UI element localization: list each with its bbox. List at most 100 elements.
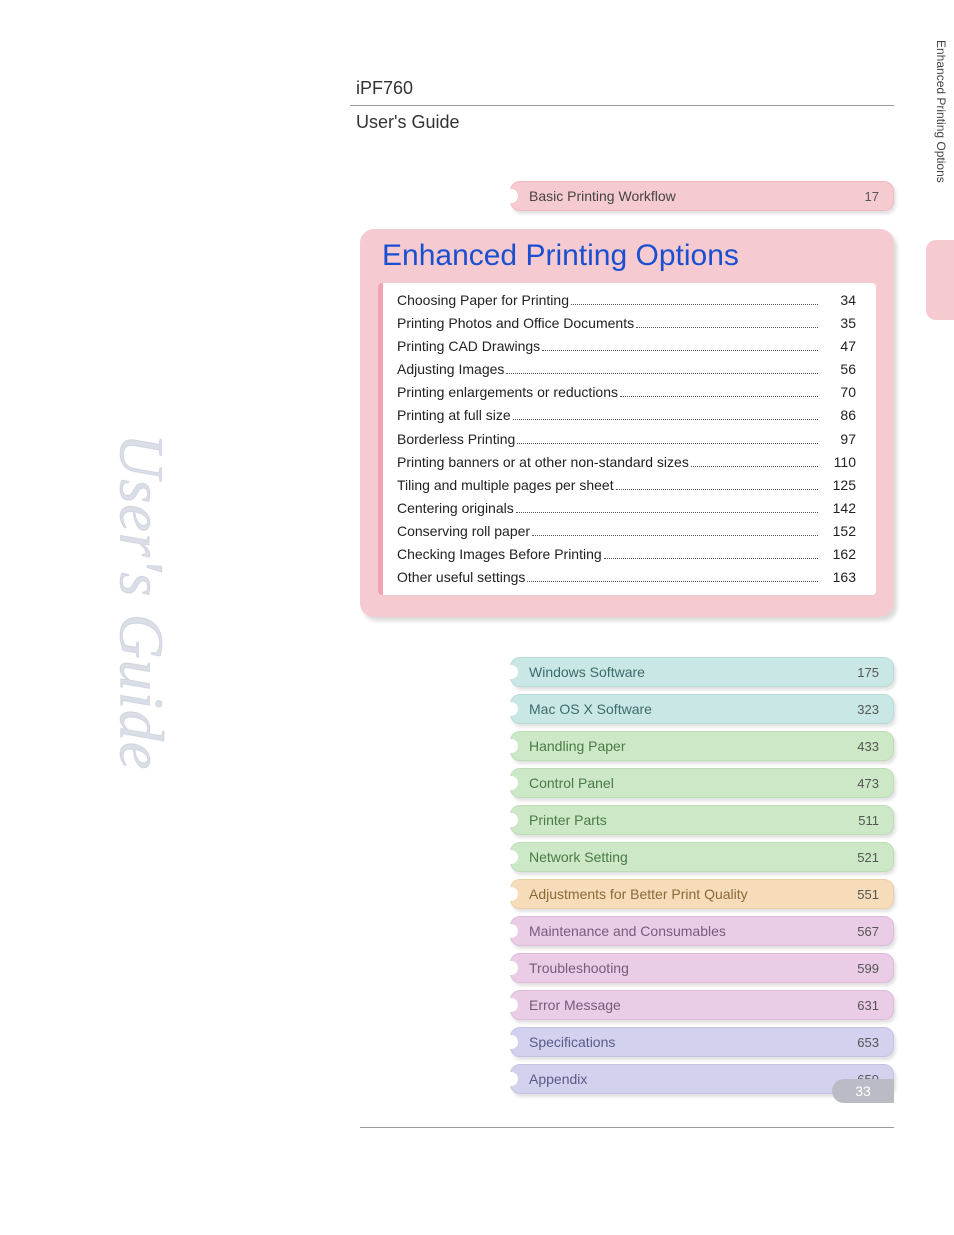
tab-page: 433 — [857, 739, 879, 754]
current-section-card: Enhanced Printing Options Choosing Paper… — [360, 229, 894, 617]
toc-entry[interactable]: Checking Images Before Printing 162 — [397, 543, 856, 566]
toc-leader-dots — [532, 535, 818, 536]
tab-notch — [510, 924, 518, 938]
section-tab-basic-printing[interactable]: Basic Printing Workflow 17 — [510, 181, 894, 211]
tab-page: 567 — [857, 924, 879, 939]
toc-leader-dots — [506, 373, 818, 374]
tab-page: 551 — [857, 887, 879, 902]
toc-entry-label: Printing enlargements or reductions — [397, 381, 618, 404]
tab-label: Printer Parts — [525, 812, 607, 828]
top-tab-container: Basic Printing Workflow 17 — [510, 181, 894, 211]
section-tab[interactable]: Handling Paper433 — [510, 731, 894, 761]
toc-entry[interactable]: Printing at full size 86 — [397, 404, 856, 427]
toc-entry[interactable]: Printing Photos and Office Documents 35 — [397, 312, 856, 335]
tab-notch — [510, 887, 518, 901]
toc-leader-dots — [571, 304, 818, 305]
toc-entry-page: 152 — [822, 520, 856, 543]
toc-entry-label: Printing Photos and Office Documents — [397, 312, 634, 335]
section-tab[interactable]: Troubleshooting 599 — [510, 953, 894, 983]
toc-entry[interactable]: Printing enlargements or reductions 70 — [397, 381, 856, 404]
toc-leader-dots — [604, 558, 818, 559]
lower-tabs-container: Windows Software 175 Mac OS X Software 323 H… — [510, 657, 894, 1094]
toc-entry[interactable]: Centering originals 142 — [397, 497, 856, 520]
tab-notch — [510, 1072, 518, 1086]
tab-label: Troubleshooting — [525, 960, 629, 976]
toc-entry-label: Printing CAD Drawings — [397, 335, 540, 358]
tab-page: 323 — [857, 702, 879, 717]
toc-entry[interactable]: Tiling and multiple pages per sheet 125 — [397, 474, 856, 497]
toc-entry[interactable]: Printing CAD Drawings 47 — [397, 335, 856, 358]
tab-notch — [510, 665, 518, 679]
toc-entry-page: 163 — [822, 566, 856, 589]
toc-entry-page: 70 — [822, 381, 856, 404]
tab-page: 521 — [857, 850, 879, 865]
tab-label: Maintenance and Consumables — [525, 923, 726, 939]
toc-leader-dots — [513, 419, 818, 420]
toc-entry[interactable]: Other useful settings 163 — [397, 566, 856, 589]
tab-notch — [510, 739, 518, 753]
toc-leader-dots — [516, 512, 818, 513]
tab-label: Adjustments for Better Print Quality — [525, 886, 748, 902]
toc-entry[interactable]: Adjusting Images 56 — [397, 358, 856, 381]
tab-notch — [510, 702, 518, 716]
side-section-label: Enhanced Printing Options — [934, 40, 948, 183]
tab-page: 631 — [857, 998, 879, 1013]
tab-label: Error Message — [525, 997, 621, 1013]
toc-leader-dots — [691, 466, 818, 467]
toc-leader-dots — [527, 581, 818, 582]
toc-entry-label: Conserving roll paper — [397, 520, 530, 543]
tab-page: 17 — [865, 189, 879, 204]
tab-notch — [510, 850, 518, 864]
tab-notch — [510, 776, 518, 790]
tab-label: Specifications — [525, 1034, 615, 1050]
toc-leader-dots — [620, 396, 818, 397]
section-tab[interactable]: Mac OS X Software 323 — [510, 694, 894, 724]
toc-entry[interactable]: Conserving roll paper 152 — [397, 520, 856, 543]
product-name: iPF760 — [350, 78, 894, 99]
tab-label: Appendix — [525, 1071, 587, 1087]
section-tab[interactable]: Printer Parts511 — [510, 805, 894, 835]
tab-label: Basic Printing Workflow — [525, 188, 676, 204]
toc-entry[interactable]: Choosing Paper for Printing 34 — [397, 289, 856, 312]
tab-page: 473 — [857, 776, 879, 791]
toc-entry-label: Borderless Printing — [397, 428, 515, 451]
tab-notch — [510, 961, 518, 975]
tab-label: Mac OS X Software — [525, 701, 652, 717]
section-tab[interactable]: Control Panel473 — [510, 768, 894, 798]
toc-entry-page: 125 — [822, 474, 856, 497]
toc-entry-label: Printing at full size — [397, 404, 511, 427]
toc-entry[interactable]: Borderless Printing 97 — [397, 428, 856, 451]
section-tab[interactable]: Windows Software 175 — [510, 657, 894, 687]
tab-page: 175 — [857, 665, 879, 680]
tab-notch — [510, 189, 518, 203]
toc-entry-page: 142 — [822, 497, 856, 520]
section-tab[interactable]: Adjustments for Better Print Quality 551 — [510, 879, 894, 909]
toc-entry-page: 97 — [822, 428, 856, 451]
section-tab[interactable]: Specifications 653 — [510, 1027, 894, 1057]
tab-page: 599 — [857, 961, 879, 976]
toc-entry[interactable]: Printing banners or at other non-standar… — [397, 451, 856, 474]
tab-notch — [510, 1035, 518, 1049]
toc-entry-label: Checking Images Before Printing — [397, 543, 602, 566]
toc-entry-label: Centering originals — [397, 497, 514, 520]
toc-entry-page: 47 — [822, 335, 856, 358]
toc-entry-page: 110 — [822, 451, 856, 474]
side-tab-marker — [926, 240, 954, 320]
toc-entry-page: 162 — [822, 543, 856, 566]
toc-leader-dots — [517, 443, 818, 444]
tab-label: Windows Software — [525, 664, 645, 680]
section-tab[interactable]: Network Setting521 — [510, 842, 894, 872]
tab-notch — [510, 998, 518, 1012]
section-title[interactable]: Enhanced Printing Options — [382, 239, 876, 273]
document-header: iPF760 User's Guide — [350, 78, 894, 133]
toc-entry-page: 86 — [822, 404, 856, 427]
page-number: 33 — [832, 1079, 894, 1103]
toc-leader-dots — [616, 489, 818, 490]
footer-divider — [360, 1127, 894, 1128]
toc-entry-label: Adjusting Images — [397, 358, 504, 381]
toc-entry-label: Choosing Paper for Printing — [397, 289, 569, 312]
watermark-text: User's Guide — [105, 434, 176, 734]
section-tab[interactable]: Error Message 631 — [510, 990, 894, 1020]
tab-page: 653 — [857, 1035, 879, 1050]
section-tab[interactable]: Maintenance and Consumables 567 — [510, 916, 894, 946]
